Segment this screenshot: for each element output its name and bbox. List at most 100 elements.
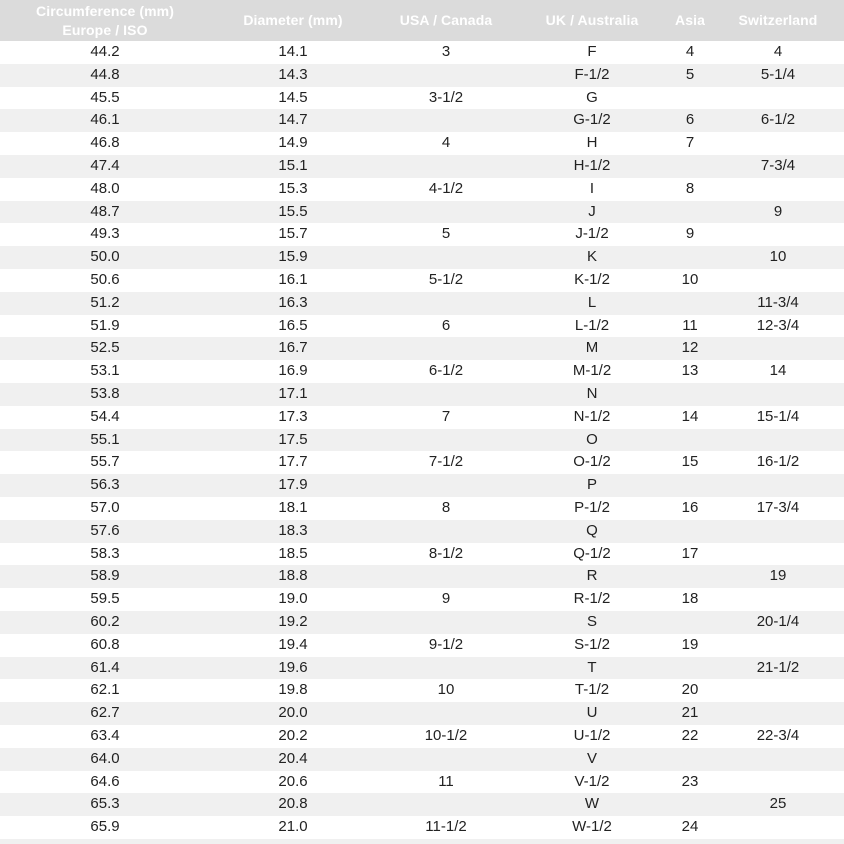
table-cell — [668, 657, 712, 680]
table-cell — [668, 246, 712, 269]
table-cell: 14.7 — [278, 111, 308, 129]
table-cell — [668, 474, 712, 497]
table-cell: 6-1/2 — [760, 111, 796, 129]
table-cell: Q — [586, 521, 598, 539]
table-cell: 58.3 — [90, 544, 120, 562]
table-cell — [668, 611, 712, 634]
table-cell: 15-1/4 — [756, 407, 800, 425]
table-header: Circumference (mm) Europe / ISO Diameter (… — [0, 0, 844, 41]
table-cell: 5 — [441, 225, 451, 243]
table-cell: 19.0 — [278, 590, 308, 608]
table-cell — [376, 246, 516, 269]
table-row: 44.2 14.1 3 F 4 4 — [0, 41, 844, 64]
table-cell — [376, 474, 516, 497]
table-cell: 3-1/2 — [428, 88, 464, 106]
table-cell: P — [586, 476, 597, 494]
table-cell — [376, 337, 516, 360]
table-row: 47.4 15.1 H-1/2 7-3/4 — [0, 154, 844, 178]
column-header-sublabel: Europe / ISO — [62, 21, 148, 38]
table-cell — [712, 178, 844, 201]
table-cell — [668, 87, 712, 110]
table-row: 50.0 15.9 K 10 — [0, 246, 844, 269]
table-cell — [668, 793, 712, 816]
table-cell: 62.7 — [90, 704, 120, 722]
table-cell: J — [588, 202, 596, 220]
table-cell: R-1/2 — [573, 590, 611, 608]
table-cell: 61.4 — [90, 658, 120, 676]
table-cell — [376, 565, 516, 588]
table-cell: 9-1/2 — [428, 635, 464, 653]
table-row: 44.8 14.3 F-1/2 5 5-1/4 — [0, 63, 844, 87]
table-row: 48.7 15.5 J 9 — [0, 200, 844, 224]
table-cell: H-1/2 — [573, 156, 611, 174]
table-cell — [712, 543, 844, 566]
table-cell: 64.0 — [90, 749, 120, 767]
table-cell: G-1/2 — [573, 111, 611, 129]
table-cell — [376, 429, 516, 452]
table-cell: 60.8 — [90, 635, 120, 653]
table-cell: 49.3 — [90, 225, 120, 243]
table-cell: 19.8 — [278, 681, 308, 699]
table-cell: 18.5 — [278, 544, 308, 562]
table-cell: 16.5 — [278, 316, 308, 334]
table-cell: J-1/2 — [575, 225, 609, 243]
table-cell: 7 — [441, 407, 451, 425]
table-cell: 12-3/4 — [756, 316, 800, 334]
table-cell: 20.6 — [278, 772, 308, 790]
table-cell: 16.1 — [278, 270, 308, 288]
table-row: 54.4 17.3 7 N-1/2 14 15-1/4 — [0, 405, 844, 429]
table-cell: 50.6 — [90, 270, 120, 288]
table-cell: 20.4 — [278, 749, 308, 767]
table-cell: 50.0 — [90, 248, 120, 266]
table-cell: H — [586, 134, 598, 152]
table-cell: 10 — [681, 270, 699, 288]
table-cell — [712, 816, 844, 839]
column-header-label: Diameter (mm) — [243, 12, 343, 28]
table-cell: 19 — [681, 635, 699, 653]
table-cell: 15.3 — [278, 179, 308, 197]
table-cell: 10 — [437, 681, 455, 699]
column-header-switzerland: Switzerland — [712, 0, 844, 41]
table-cell: 13 — [681, 362, 699, 380]
table-cell: 20.0 — [278, 704, 308, 722]
table-cell: 47.4 — [90, 156, 120, 174]
table-cell: 15.7 — [278, 225, 308, 243]
table-cell: 23 — [681, 772, 699, 790]
table-cell: 5-1/2 — [428, 270, 464, 288]
table-row: 64.0 20.4 V — [0, 747, 844, 771]
table-body: 44.2 14.1 3 F 4 4 44.8 14.3 F-1/2 5 5-1/4 45.5 14.5 3… — [0, 41, 844, 839]
table-cell: 14.5 — [278, 88, 308, 106]
table-cell: 9 — [685, 225, 695, 243]
table-cell: 22 — [681, 726, 699, 744]
table-row: 57.0 18.1 8 P-1/2 16 17-3/4 — [0, 496, 844, 520]
column-header-label: Circumference (mm) — [36, 2, 174, 19]
table-cell: 3 — [441, 43, 451, 60]
table-cell: 55.1 — [90, 430, 120, 448]
table-cell: 8 — [441, 498, 451, 516]
table-cell: L-1/2 — [574, 316, 610, 334]
column-header-label: UK / Australia — [545, 12, 639, 28]
table-cell: 21-1/2 — [756, 658, 800, 676]
table-cell: O — [586, 430, 598, 448]
table-cell: 15.1 — [278, 156, 308, 174]
table-row: 52.5 16.7 M 12 — [0, 337, 844, 361]
table-row: 51.9 16.5 6 L-1/2 11 12-3/4 — [0, 314, 844, 338]
table-row: 63.4 20.2 10-1/2 U-1/2 22 22-3/4 — [0, 724, 844, 748]
table-cell: 44.8 — [90, 65, 120, 83]
table-cell: 17.7 — [278, 453, 308, 471]
table-row: 65.3 20.8 W 25 — [0, 793, 844, 817]
table-cell: 57.0 — [90, 498, 120, 516]
table-row: 61.4 19.6 T 21-1/2 — [0, 656, 844, 680]
table-cell: 17-3/4 — [756, 498, 800, 516]
table-cell: 51.9 — [90, 316, 120, 334]
table-row: 56.3 17.9 P — [0, 474, 844, 497]
table-cell: T-1/2 — [574, 681, 610, 699]
table-cell — [712, 748, 844, 771]
table-cell: 52.5 — [90, 339, 120, 357]
table-cell: 44.2 — [90, 43, 120, 60]
table-cell: 20-1/4 — [756, 612, 800, 630]
table-cell: M-1/2 — [572, 362, 612, 380]
table-row: 46.8 14.9 4 H 7 — [0, 132, 844, 155]
table-cell — [712, 771, 844, 794]
table-cell: K — [586, 248, 597, 266]
